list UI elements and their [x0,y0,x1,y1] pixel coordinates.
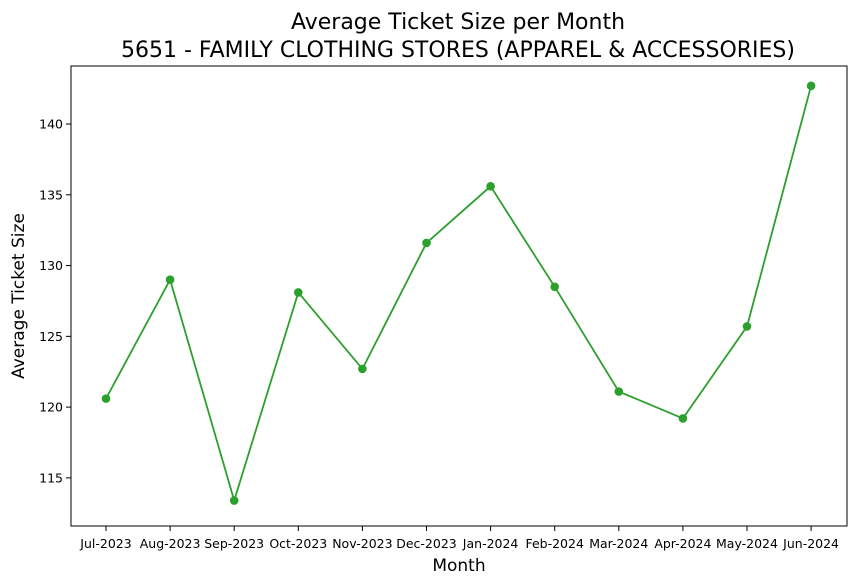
data-point [486,182,495,191]
data-point [165,275,175,285]
y-tick-label: 135 [39,187,63,202]
data-point [678,414,688,423]
x-axis-ticks: Jul-2023 Aug-2023 Sep-2023 Oct-2023 Nov-2023… [79,526,839,551]
x-tick-label: Jun-2024 [782,536,839,551]
y-tick-label: 115 [39,470,63,485]
x-tick-label: Feb-2024 [525,536,584,551]
x-tick-label: Sep-2023 [204,536,264,551]
x-axis-label: Month [432,556,485,576]
data-point [806,81,816,91]
y-tick-label: 140 [39,117,63,132]
x-tick-label: May-2024 [716,536,778,551]
data-point [358,364,367,374]
y-axis-ticks: 115 120 125 130 135 140 [39,117,71,485]
data-point [742,322,752,331]
y-tick-label: 125 [39,329,63,344]
data-point [614,387,624,396]
x-tick-label: Mar-2024 [589,536,648,551]
data-point [422,238,431,248]
y-axis-label: Average Ticket Size [9,213,29,379]
data-point [294,288,303,297]
x-tick-label: Aug-2023 [140,536,201,551]
x-tick-label: Nov-2023 [332,536,392,551]
x-tick-label: Dec-2023 [396,536,457,551]
x-tick-label: Jul-2023 [79,536,131,551]
data-point [101,394,111,403]
x-tick-label: Oct-2023 [269,536,327,551]
data-point [550,282,559,292]
chart-title: Average Ticket Size per Month [291,10,625,35]
plot-area: 115 120 125 130 135 140 Jul-2023 Aug-2023 Sep-2… [39,65,848,551]
series-group [101,81,816,505]
chart-subtitle: 5651 - FAMILY CLOTHING STORES (APPAREL &… [121,38,795,63]
data-point [229,496,239,505]
x-tick-label: Apr-2024 [654,536,711,551]
plot-frame [70,65,848,527]
x-tick-label: Jan-2024 [462,536,519,551]
series-line [105,85,812,504]
y-tick-label: 120 [39,400,63,415]
y-tick-label: 130 [39,258,63,273]
